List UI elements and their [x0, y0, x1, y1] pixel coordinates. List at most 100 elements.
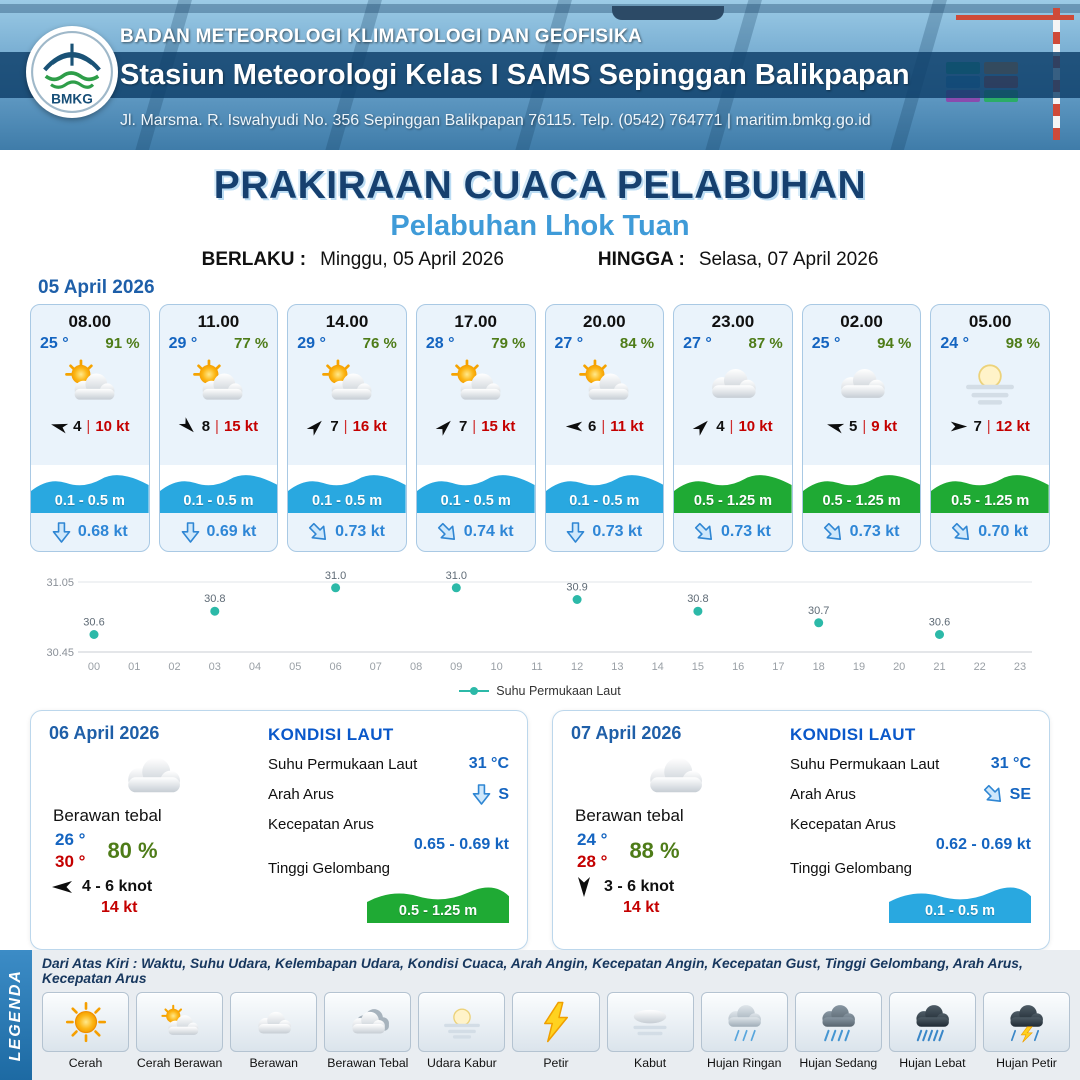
header: BADAN METEOROLOGI KLIMATOLOGI DAN GEOFIS… [0, 0, 1080, 150]
wind-row: 5 | 9 kt [803, 411, 921, 441]
svg-text:11: 11 [531, 661, 542, 673]
current-speed: 0.73 kt [335, 523, 385, 540]
sun-cloud-icon [288, 353, 406, 411]
current-speed: 0.70 kt [978, 523, 1029, 540]
daily-cards: 06 April 2026 Berawan tebal 26 ° 30 ° 80… [30, 710, 1050, 950]
wave-height-label: Tinggi Gelombang [790, 860, 913, 877]
wave-height-band: 0.1 - 0.5 m [545, 465, 664, 513]
legend-marker-icon [459, 687, 490, 695]
legend-item: Petir [512, 992, 600, 1070]
weather-condition: Berawan tebal [53, 806, 162, 825]
wind-direction-icon [49, 417, 70, 434]
forecast-card: 20.00 27 ° 84 % 6 | 11 kt 0.1 - 0.5 m 0.… [544, 304, 665, 552]
legend-label: Berawan [249, 1056, 298, 1070]
bmkg-logo: BMKG [26, 26, 118, 118]
wind-speed: 7 [973, 417, 982, 435]
current-direction-icon [947, 517, 977, 547]
valid-from-label: BERLAKU : [201, 249, 307, 270]
current-direction-icon [181, 521, 200, 544]
cloud-icon [571, 744, 778, 804]
time-label: 20.00 [583, 312, 626, 331]
cloud-icon [674, 353, 792, 411]
current-speed: 0.73 kt [849, 523, 900, 540]
daily-card: 06 April 2026 Berawan tebal 26 ° 30 ° 80… [30, 710, 528, 950]
svg-text:17: 17 [772, 661, 784, 673]
current-direction-icon [566, 521, 585, 544]
forecast-card: 17.00 28 ° 79 % 7 | 15 kt 0.1 - 0.5 m 0.… [415, 304, 536, 552]
air-temperature: 27 ° [683, 335, 712, 352]
current-speed: 0.73 kt [592, 523, 643, 540]
wave-icon [31, 475, 149, 513]
wind-row: 4 - 6 knot [51, 878, 256, 896]
wave-height-graphic: 0.5 - 1.25 m [367, 881, 509, 923]
air-temperature: 27 ° [554, 335, 584, 352]
wind-row: 7 | 12 kt [931, 411, 1049, 441]
relative-humidity: 88 % [629, 838, 680, 864]
wind-speed: 6 [588, 417, 597, 435]
current-speed: 0.69 kt [206, 523, 257, 540]
current-speed: 0.74 kt [463, 523, 514, 540]
sst-label: Suhu Permukaan Laut [790, 755, 940, 773]
relative-humidity: 80 % [107, 838, 158, 864]
wave-icon [545, 475, 664, 513]
svg-text:00: 00 [88, 661, 100, 673]
sst-label: Suhu Permukaan Laut [268, 755, 418, 773]
legend-label: Berawan Tebal [327, 1056, 409, 1070]
legend-item: Cerah [42, 992, 130, 1070]
separator: | [86, 417, 91, 435]
chart-legend: Suhu Permukaan Laut [30, 682, 1050, 700]
wave-height-graphic: 0.1 - 0.5 m [889, 881, 1031, 923]
wind-speed: 4 [716, 417, 725, 435]
legend-label: Hujan Lebat [899, 1056, 966, 1070]
current-speed: 0.73 kt [721, 523, 771, 540]
legend-item: Kabut [606, 992, 694, 1070]
separator: | [986, 417, 991, 435]
relative-humidity: 87 % [748, 335, 783, 352]
wave-icon [416, 475, 535, 513]
hazy-sun-icon [931, 353, 1049, 411]
wind-row: 7 | 15 kt [417, 411, 535, 441]
temp-humidity-row: 29 ° 77 % [160, 332, 278, 353]
wave-height-band: 0.1 - 0.5 m [159, 465, 278, 513]
station-address: Jl. Marsma. R. Iswahyudi No. 356 Sepingg… [120, 112, 871, 129]
temp-humidity-row: 27 ° 84 % [546, 332, 664, 353]
fog-icon [606, 992, 694, 1052]
svg-text:30.45: 30.45 [46, 647, 74, 659]
gust-speed: 15 kt [223, 417, 259, 435]
sun-icon [42, 992, 130, 1052]
time-label: 02.00 [840, 312, 883, 331]
lightning-icon [512, 992, 600, 1052]
legend-sidebar-label: LEGENDA [7, 968, 24, 1062]
crane-icon [956, 15, 1074, 20]
rain-thunder-icon [982, 992, 1071, 1052]
wind-row: 4 | 10 kt [674, 411, 792, 441]
port-name: Pelabuhan Lhok Tuan [390, 210, 690, 242]
wind-direction-icon [950, 420, 968, 433]
daily-card: 07 April 2026 Berawan tebal 24 ° 28 ° 88… [552, 710, 1050, 950]
wave-icon [931, 475, 1049, 513]
wind-speed: 5 [849, 417, 858, 435]
current-direction-label: Arah Arus [790, 786, 856, 803]
current-direction-icon [472, 783, 491, 806]
svg-text:31.0: 31.0 [325, 570, 346, 582]
harbor-art-shape [0, 4, 1080, 13]
svg-text:21: 21 [933, 661, 945, 673]
wave-height-band: 0.1 - 0.5 m [416, 465, 535, 513]
valid-to-label: HINGGA : [597, 249, 685, 270]
relative-humidity: 91 % [105, 335, 140, 352]
wind-direction-icon [305, 415, 327, 437]
gust-speed: 11 kt [610, 417, 644, 435]
max-temperature: 28 ° [577, 852, 608, 872]
cloud-thick-icon [324, 992, 412, 1052]
wave-height: 0.1 - 0.5 m [183, 493, 254, 509]
wave-icon [288, 475, 406, 513]
station-name: Stasiun Meteorologi Kelas I SAMS Sepingg… [120, 59, 910, 91]
wave-height-band: 0.5 - 1.25 m [674, 465, 792, 513]
time-label: 23.00 [711, 312, 755, 331]
daily-weather-panel: 07 April 2026 Berawan tebal 24 ° 28 ° 88… [571, 723, 778, 937]
legend-body: Dari Atas Kiri : Waktu, Suhu Udara, Kele… [32, 950, 1080, 1080]
current-row: 0.73 kt [546, 513, 664, 551]
current-row: 0.74 kt [417, 513, 535, 551]
forecast-card: 02.00 25 ° 94 % 5 | 9 kt 0.5 - 1.25 m 0.… [801, 304, 922, 552]
